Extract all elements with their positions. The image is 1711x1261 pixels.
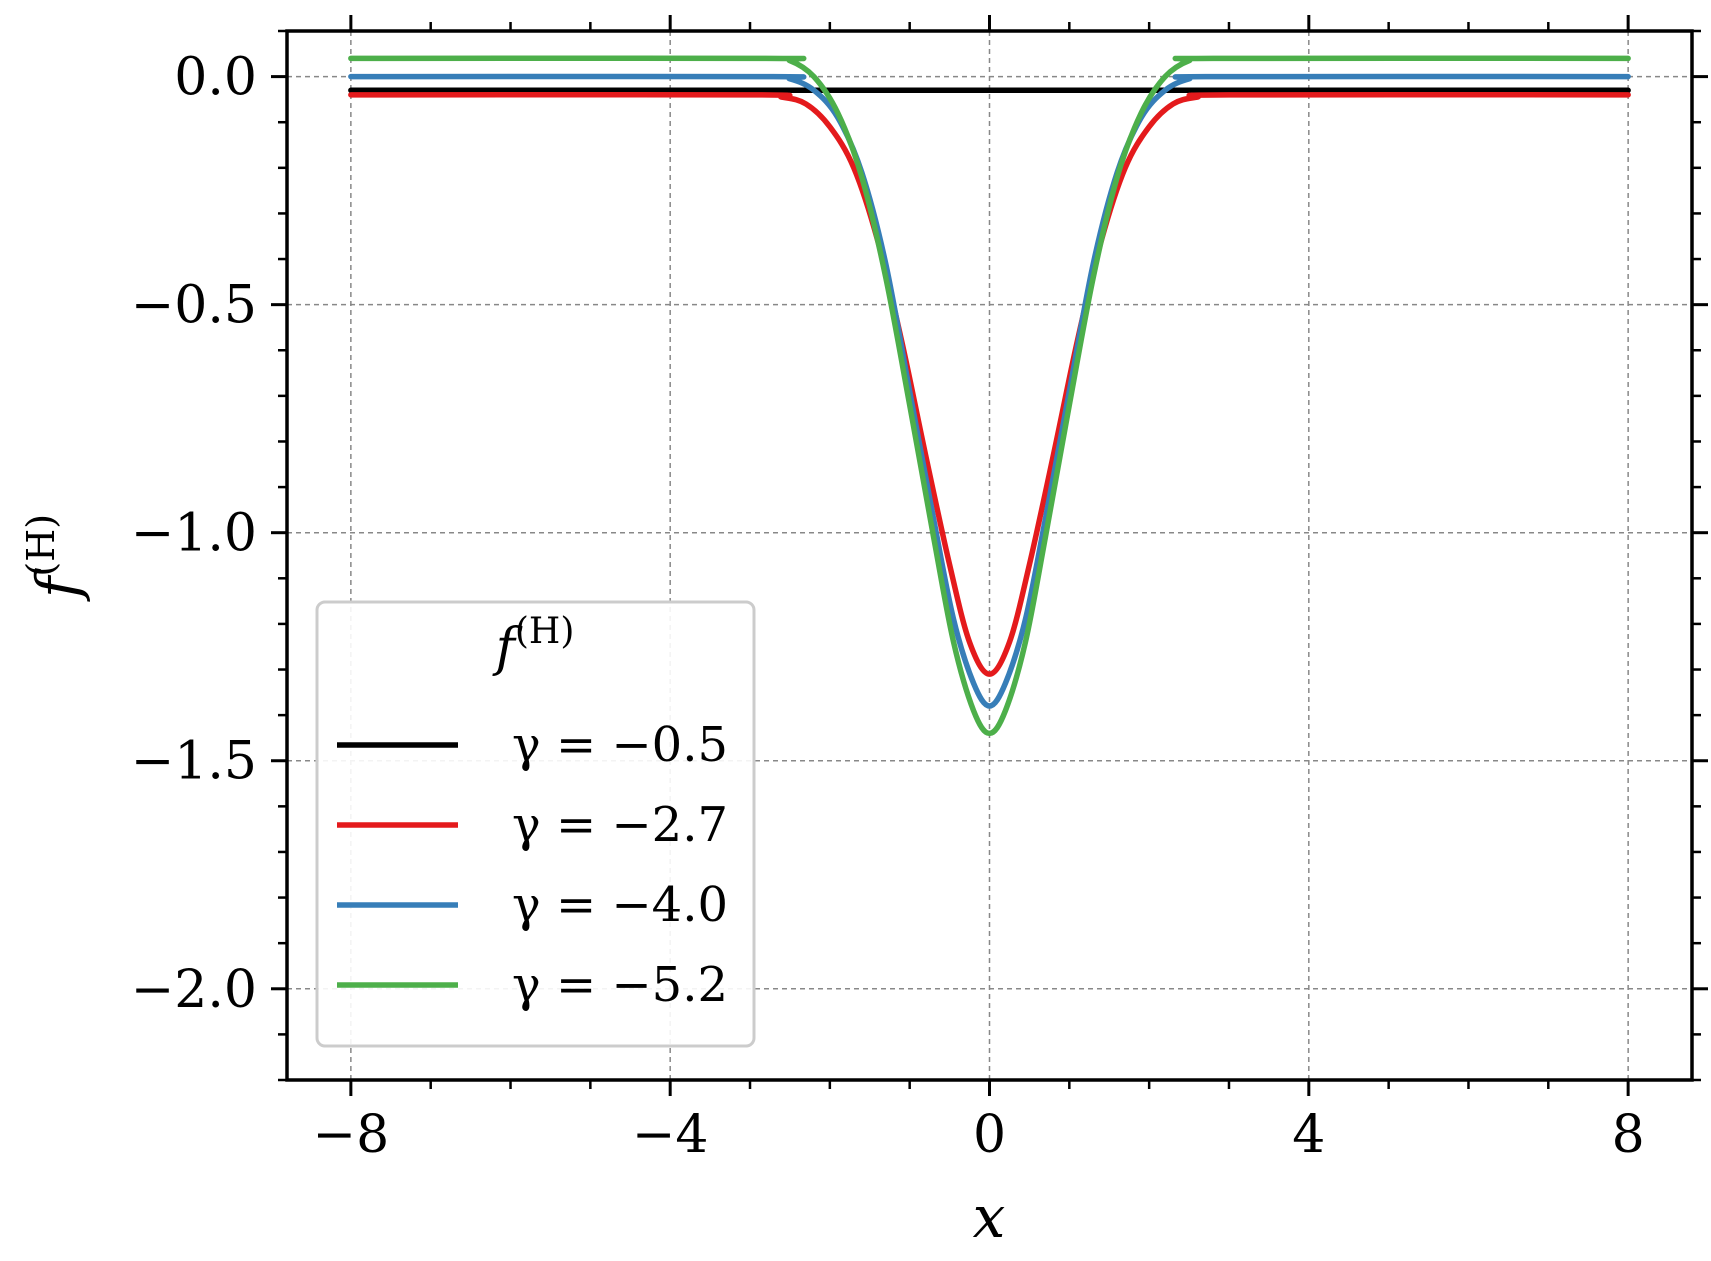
x-axis-label-text: x [973,1183,1006,1251]
legend-items: γ = −0.5 γ = −2.7 γ = −4.0 γ = −5.2 [337,717,728,1013]
x-axis-label: x [973,1183,1006,1251]
legend: f(H) γ = −0.5 γ = −2.7 γ = −4.0 γ = −5.2 [315,600,756,1048]
legend-label-1: γ = −2.7 [512,797,728,853]
x-tick-label-1: −4 [632,1105,709,1165]
x-tick-label-2: 0 [973,1105,1006,1165]
x-tick-label-4: 8 [1612,1105,1645,1165]
legend-box [315,600,756,1048]
series-line-2 [348,73,1631,709]
legend-title-sup: (H) [515,611,574,652]
legend-label-2: γ = −4.0 [512,877,728,933]
ticks: −8 −4 0 4 8 0.0 −0.5 −1.0 −1.5 −2.0 [131,15,1708,1165]
legend-label-0: γ = −0.5 [512,717,728,773]
series-line-3 [348,55,1631,737]
y-tick-label-4: −2.0 [131,960,257,1020]
series-line-1 [348,91,1631,677]
y-tick-label-2: −1.0 [131,504,257,564]
y-tick-label-1: −0.5 [131,276,257,336]
legend-label-3: γ = −5.2 [512,957,728,1013]
y-tick-label-0: 0.0 [174,48,257,108]
x-tick-label-0: −8 [313,1105,390,1165]
legend-title: f(H) [492,611,575,678]
y-tick-label-3: −1.5 [131,732,257,792]
y-axis-label-sup: (H) [19,514,63,577]
series-group [348,55,1631,737]
x-tick-label-3: 4 [1292,1105,1325,1165]
